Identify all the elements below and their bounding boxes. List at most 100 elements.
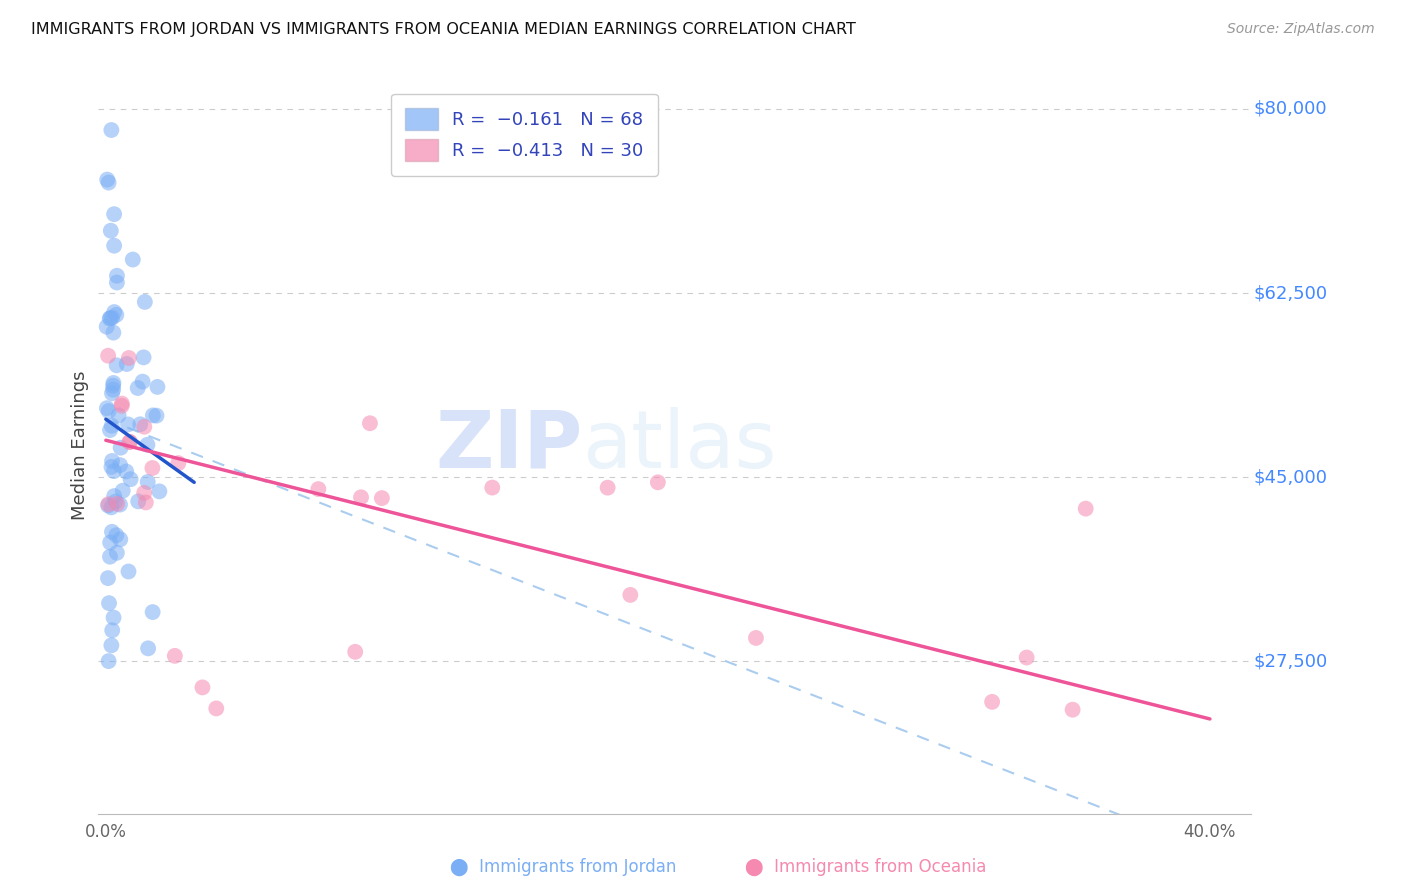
Point [101, 454, 124, 468]
Point [103, 464, 125, 478]
Point [127, 494, 149, 508]
Point [100, 459, 122, 474]
Point [110, 441, 132, 455]
Point [96, 401, 118, 416]
Point [101, 386, 124, 401]
Point [118, 434, 141, 449]
Point [101, 383, 124, 397]
Point [98, 311, 121, 326]
Point [111, 483, 134, 498]
Point [117, 565, 139, 579]
Point [97, 499, 120, 513]
Point [118, 351, 141, 365]
Text: IMMIGRANTS FROM JORDAN VS IMMIGRANTS FROM OCEANIA MEDIAN EARNINGS CORRELATION CH: IMMIGRANTS FROM JORDAN VS IMMIGRANTS FRO… [31, 22, 856, 37]
Point [97, 571, 120, 585]
Point [167, 456, 190, 470]
Point [98, 423, 121, 437]
Text: atlas: atlas [582, 407, 776, 484]
Point [103, 207, 125, 221]
Point [1062, 703, 1084, 717]
Text: ⬤  Immigrants from Jordan: ⬤ Immigrants from Jordan [450, 858, 676, 876]
Point [105, 528, 128, 542]
Point [191, 681, 214, 695]
Point [1074, 501, 1097, 516]
Point [307, 482, 329, 496]
Point [481, 481, 503, 495]
Text: $45,000: $45,000 [1254, 468, 1327, 486]
Legend: R =  −0.161   N = 68, R =  −0.413   N = 30: R = −0.161 N = 68, R = −0.413 N = 30 [391, 94, 658, 176]
Point [647, 475, 669, 490]
Point [148, 484, 170, 499]
Point [145, 409, 167, 423]
Point [100, 638, 122, 652]
Point [108, 498, 131, 512]
Point [142, 605, 165, 619]
Point [101, 524, 124, 539]
Point [103, 489, 125, 503]
Point [105, 276, 128, 290]
Point [97, 654, 120, 668]
Point [96, 319, 118, 334]
Point [103, 610, 125, 624]
Point [135, 495, 157, 509]
Point [142, 409, 165, 423]
Point [110, 533, 132, 547]
Point [359, 416, 381, 430]
Point [371, 491, 394, 505]
Point [100, 311, 122, 326]
Point [146, 380, 169, 394]
Point [127, 381, 149, 395]
Point [98, 596, 121, 610]
Point [134, 419, 156, 434]
Point [205, 701, 228, 715]
Point [103, 305, 125, 319]
Point [745, 631, 768, 645]
Point [163, 648, 186, 663]
Point [136, 641, 159, 656]
Point [97, 497, 120, 511]
Point [111, 399, 134, 413]
Point [136, 475, 159, 489]
Point [981, 695, 1004, 709]
Point [141, 461, 163, 475]
Point [115, 357, 138, 371]
Text: ZIP: ZIP [434, 407, 582, 484]
Point [120, 472, 142, 486]
Point [100, 500, 122, 515]
Point [103, 238, 125, 252]
Point [619, 588, 641, 602]
Point [100, 418, 122, 433]
Point [134, 486, 156, 500]
Point [101, 310, 124, 325]
Point [98, 535, 121, 549]
Point [344, 645, 367, 659]
Point [118, 435, 141, 450]
Text: $80,000: $80,000 [1254, 100, 1327, 118]
Point [100, 224, 122, 238]
Point [131, 375, 153, 389]
Point [105, 497, 128, 511]
Point [105, 359, 128, 373]
Point [132, 351, 155, 365]
Point [105, 546, 128, 560]
Point [104, 494, 127, 508]
Point [97, 176, 120, 190]
Point [97, 404, 120, 418]
Text: Source: ZipAtlas.com: Source: ZipAtlas.com [1227, 22, 1375, 37]
Point [117, 417, 139, 432]
Point [101, 624, 124, 638]
Point [136, 438, 159, 452]
Point [101, 378, 124, 392]
Point [100, 123, 122, 137]
Text: $62,500: $62,500 [1254, 284, 1327, 302]
Point [103, 376, 125, 390]
Point [121, 252, 143, 267]
Point [596, 481, 619, 495]
Point [107, 409, 129, 423]
Point [350, 491, 373, 505]
Point [105, 268, 128, 283]
Point [1015, 650, 1038, 665]
Point [96, 172, 118, 186]
Text: ⬤  Immigrants from Oceania: ⬤ Immigrants from Oceania [745, 858, 987, 876]
Text: $27,500: $27,500 [1254, 652, 1327, 670]
